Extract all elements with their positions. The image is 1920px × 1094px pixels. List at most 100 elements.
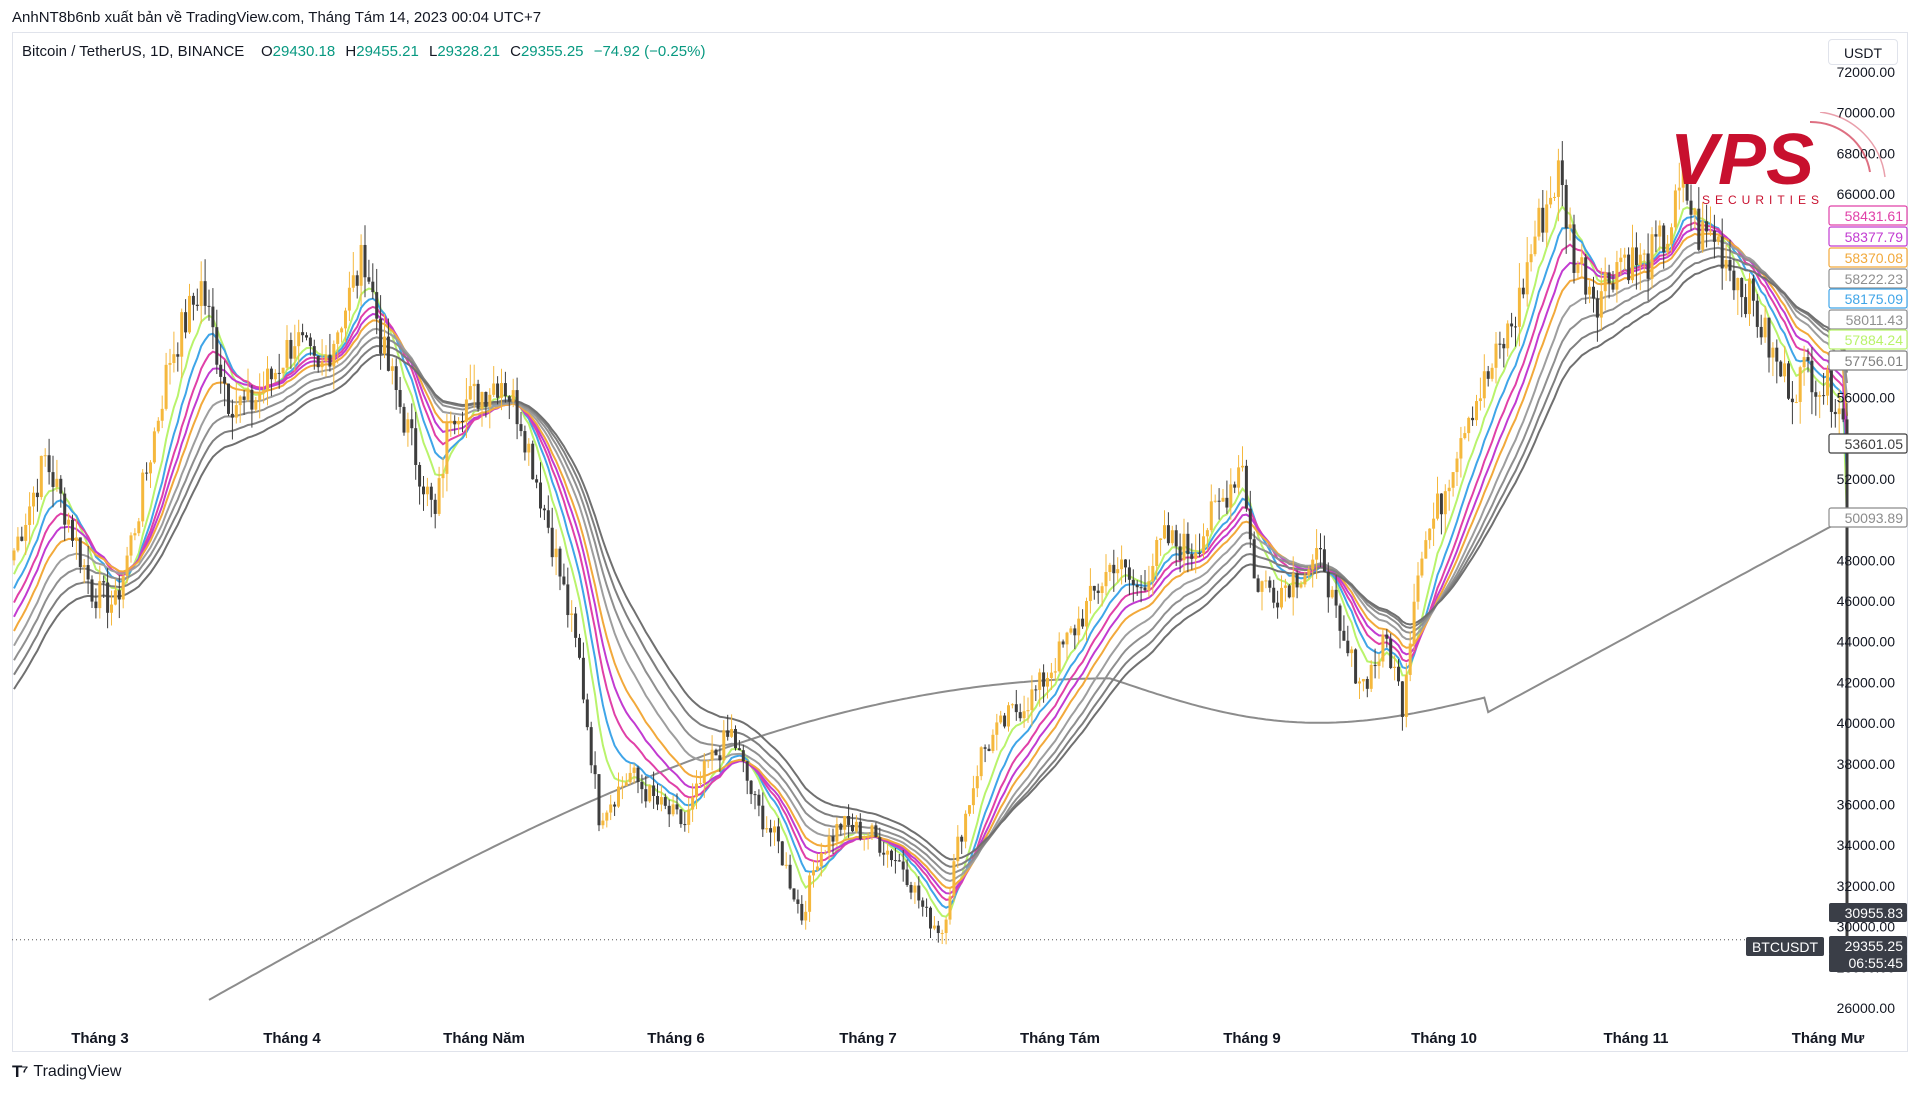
candle-body — [1751, 278, 1755, 301]
candle-body — [305, 335, 308, 338]
candle-body — [1322, 549, 1326, 572]
candle-body — [1486, 371, 1490, 379]
vps-logo-sub: SECURITIES — [1702, 193, 1824, 207]
candle-body — [63, 493, 67, 525]
candle-body — [1003, 715, 1007, 727]
candle-body — [1061, 641, 1065, 645]
candle-body — [531, 443, 535, 480]
candle-body — [476, 383, 480, 409]
candle-body — [149, 462, 152, 474]
candle-body — [1845, 419, 1849, 940]
y-tick-label: 38000.00 — [1837, 756, 1896, 772]
footer-brand[interactable]: TradingView — [33, 1063, 122, 1080]
candle-body — [117, 590, 121, 600]
candle-body — [503, 383, 507, 397]
candle-body — [1147, 581, 1151, 591]
candle-body — [1311, 559, 1315, 570]
ribbon-ema-line — [13, 255, 1848, 868]
candle-body — [773, 826, 776, 833]
candle-body — [145, 472, 149, 474]
candle-body — [425, 486, 429, 495]
candle-body — [1307, 569, 1311, 576]
candle-body — [1642, 253, 1646, 255]
ribbon-ema-line — [13, 246, 1848, 875]
candle-body — [223, 376, 227, 384]
candle-body — [386, 336, 390, 371]
candle-body — [74, 537, 78, 541]
currency-button[interactable]: USDT — [1828, 39, 1898, 65]
candle-body — [854, 821, 858, 832]
candle-body — [792, 888, 796, 900]
candle-body — [336, 332, 340, 344]
candle-body — [1303, 575, 1307, 585]
candle-body — [1506, 323, 1510, 349]
candle-body — [215, 327, 219, 365]
candle-body — [917, 885, 921, 901]
candle-body — [539, 482, 542, 509]
candle-body — [24, 524, 28, 541]
candle-body — [1085, 601, 1088, 627]
candle-body — [441, 473, 445, 479]
ma-ribbon — [13, 204, 1848, 918]
candle-body — [1814, 392, 1818, 397]
candle-body — [527, 443, 531, 453]
candle-body — [1276, 602, 1280, 608]
candle-body — [379, 318, 383, 354]
candle-body — [355, 275, 359, 286]
candle-body — [90, 579, 94, 602]
price-label-box — [1828, 507, 1908, 528]
candle-body — [234, 405, 238, 418]
candle-body — [1397, 666, 1400, 682]
candle-body — [1592, 286, 1595, 299]
candle-body — [195, 304, 199, 307]
candle-body — [43, 455, 47, 457]
candle-body — [897, 860, 901, 862]
candle-body — [929, 907, 932, 929]
candle-body — [1818, 395, 1822, 397]
candle-body — [156, 420, 160, 432]
candle-body — [39, 455, 43, 498]
candle-body — [796, 899, 800, 904]
candle-body — [453, 420, 457, 425]
candle-body — [422, 486, 425, 495]
dark-price-box — [1829, 903, 1907, 922]
candle-body — [995, 722, 999, 735]
candle-body — [219, 364, 223, 377]
candle-body — [67, 519, 71, 525]
candle-body — [901, 861, 905, 870]
candle-body — [500, 383, 503, 398]
candle-body — [1283, 585, 1287, 588]
y-tick-label: 70000.00 — [1837, 105, 1896, 121]
candle-body — [86, 565, 90, 580]
y-tick-label: 48000.00 — [1837, 552, 1896, 568]
candle-body — [1209, 501, 1213, 531]
candle-body — [250, 389, 254, 410]
x-tick-label: Tháng 10 — [1411, 1030, 1477, 1047]
candle-body — [679, 809, 683, 825]
candle-body — [613, 804, 617, 807]
price-label-value: 58370.08 — [1845, 250, 1904, 266]
candle-body — [1073, 628, 1077, 636]
candle-body — [262, 389, 266, 393]
candle-body — [1186, 533, 1190, 555]
candle-body — [1638, 254, 1642, 266]
candle-body — [671, 804, 675, 815]
candle-body — [328, 354, 332, 367]
candle-body — [866, 835, 870, 837]
candle-body — [394, 366, 398, 390]
candle-body — [293, 346, 297, 359]
candle-body — [191, 295, 195, 305]
candle-body — [32, 492, 35, 507]
candle-body — [870, 825, 874, 836]
candle-body — [137, 521, 141, 534]
low-label: L — [429, 43, 438, 60]
price-label-value: 57756.01 — [1845, 353, 1904, 369]
candle-body — [1537, 207, 1541, 237]
candle-body — [878, 837, 882, 853]
candle-body — [1763, 317, 1767, 338]
candle-body — [1599, 291, 1603, 318]
candle-body — [1615, 262, 1619, 290]
candle-body — [320, 361, 324, 368]
candle-body — [804, 911, 808, 921]
